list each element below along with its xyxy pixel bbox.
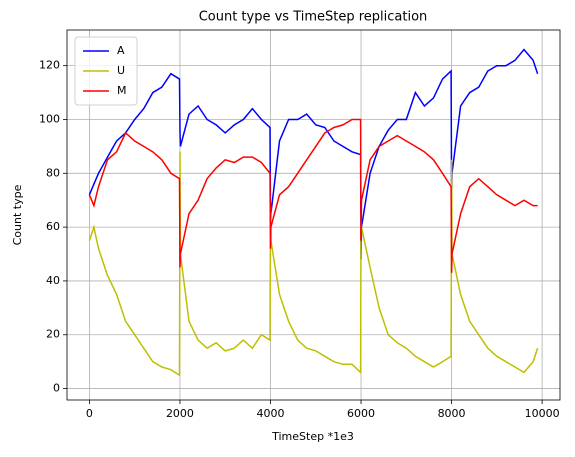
x-tick-label: 4000: [256, 407, 284, 420]
legend-label: A: [117, 44, 125, 57]
legend-label: U: [117, 64, 125, 77]
legend: AUM: [74, 36, 138, 106]
series-line: [88, 48, 539, 260]
legend-label: M: [117, 84, 127, 97]
y-tick-label: 100: [39, 112, 60, 125]
chart-title: Count type vs TimeStep replication: [199, 10, 428, 25]
series-line: [88, 118, 538, 273]
y-tick-label: 40: [46, 274, 60, 287]
plot-frame: [66, 29, 561, 401]
x-tick-label: 2000: [166, 407, 194, 420]
y-tick-label: 0: [53, 382, 60, 395]
x-tick-label: 6000: [347, 407, 375, 420]
y-axis-label: Count type: [11, 184, 24, 245]
x-tick-label: 10000: [525, 407, 560, 420]
y-tick-label: 20: [46, 328, 60, 341]
series-line: [88, 151, 539, 377]
y-tick-label: 60: [46, 220, 60, 233]
y-tick-label: 120: [39, 59, 60, 72]
x-tick-label: 8000: [438, 407, 466, 420]
x-axis-label: TimeStep *1e3: [271, 430, 354, 443]
y-tick-label: 80: [46, 166, 60, 179]
x-tick-label: 0: [86, 407, 93, 420]
